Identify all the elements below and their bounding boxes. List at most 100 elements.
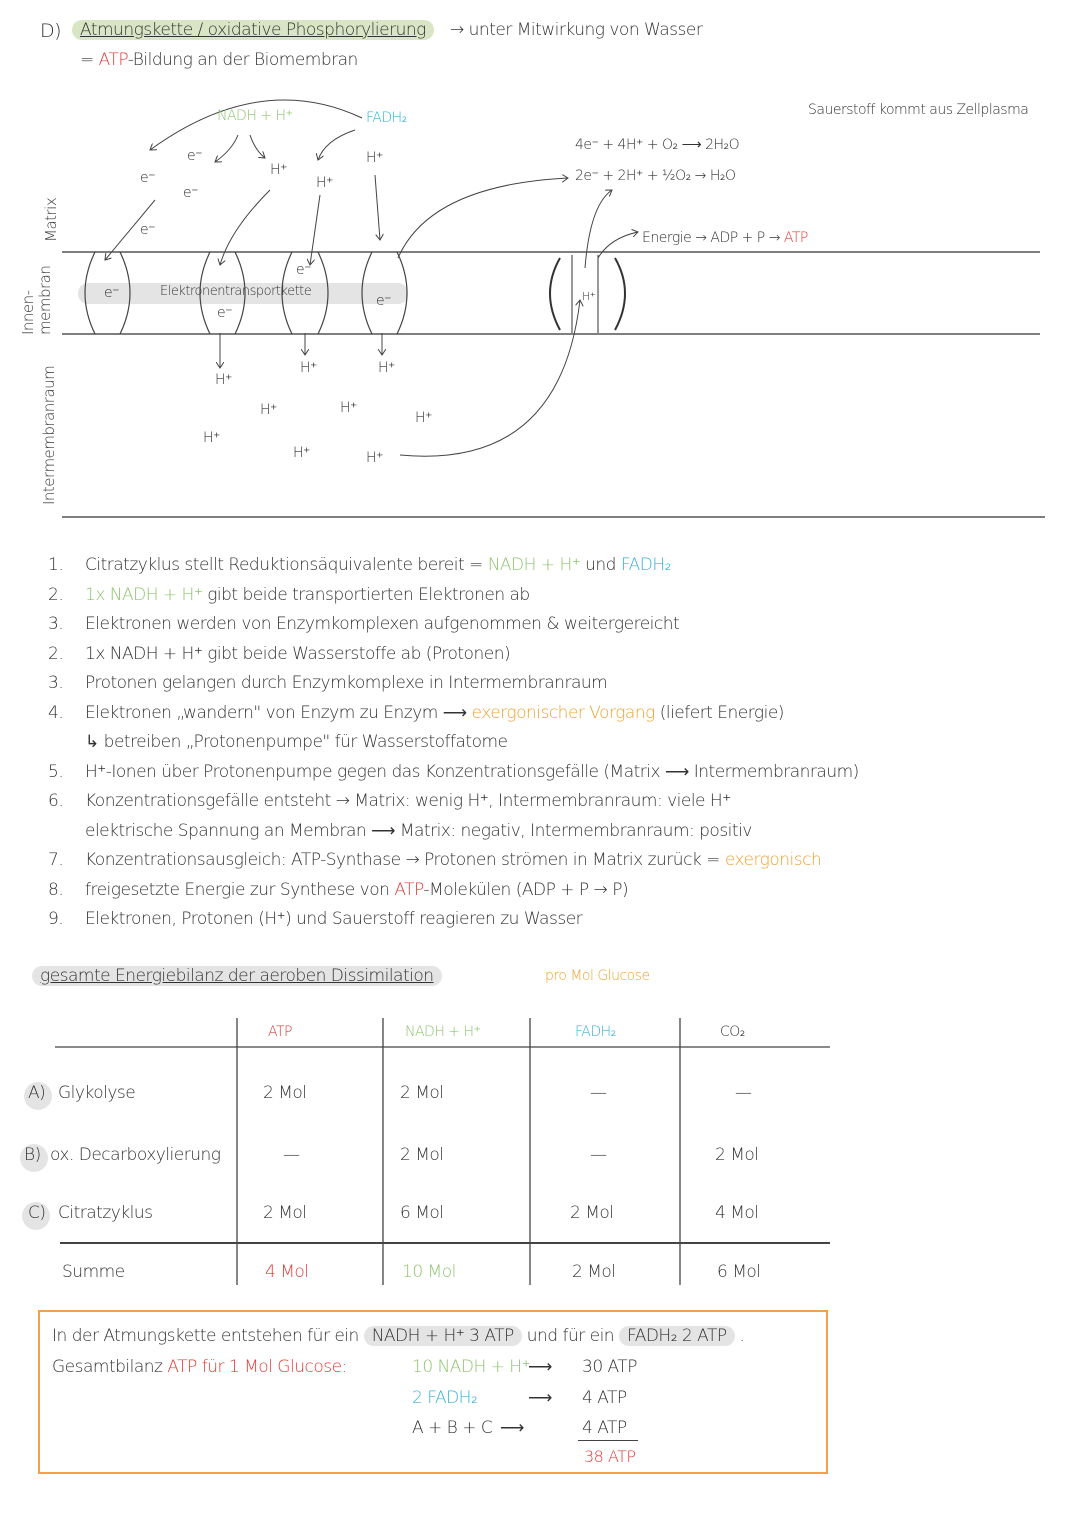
text-segment: Citratzyklus stellt Reduktionsäquivalent…	[85, 555, 488, 575]
energy-equation: Energie → ADP + P → ATP	[642, 230, 808, 246]
zone-intermembrane: Intermembranraum	[40, 365, 58, 505]
table-cell: 6 Mol	[400, 1203, 444, 1223]
text-segment: =	[80, 50, 99, 70]
step-number: 1.	[48, 555, 64, 575]
table-cell: —	[283, 1145, 300, 1165]
text-segment: und für ein	[521, 1326, 619, 1346]
sum-label: Summe	[62, 1262, 125, 1282]
text-segment: 1x NADH + H⁺	[85, 584, 203, 605]
step-text: freigesetzte Energie zur Synthese von AT…	[85, 879, 629, 900]
table-cell: 2 Mol	[400, 1145, 444, 1165]
step-text: H⁺-Ionen über Protonenpumpe gegen das Ko…	[85, 762, 859, 782]
step-number: 9.	[48, 909, 64, 929]
text-segment: exergonischer Vorgang	[471, 702, 656, 723]
text-segment: A + B + C	[412, 1418, 493, 1438]
proton-label: H⁺	[316, 175, 333, 191]
text-segment: FADH₂	[427, 1387, 478, 1408]
proton-label: H⁺	[293, 445, 310, 461]
step-text: Konzentrationsgefälle entsteht → Matrix:…	[85, 791, 731, 811]
step-number: 5.	[48, 761, 64, 782]
electron-label: e⁻	[140, 170, 156, 186]
text-segment: Gesamtbilanz	[52, 1357, 168, 1377]
section-subtitle: = ATP-Bildung an der Biomembran	[80, 50, 358, 70]
step-text: 1x NADH + H⁺ gibt beide transportierten …	[85, 585, 530, 605]
text-segment: Elektronen „wandern" von Enzym zu Enzym …	[85, 702, 472, 723]
chain-label: Elektronentransportkette	[160, 284, 312, 299]
column-header: CO₂	[720, 1024, 745, 1040]
sum-underline	[578, 1440, 638, 1441]
text-segment: Konzentrationsgefälle entsteht → Matrix:…	[85, 791, 731, 811]
electron-label: e⁻	[104, 285, 120, 301]
calc-source: A + B + C	[412, 1418, 493, 1438]
table-cell: 2 Mol	[570, 1203, 614, 1223]
calc-source: 2 FADH₂	[412, 1387, 478, 1408]
text-segment: Protonen gelangen durch Enzymkomplexe in…	[85, 673, 608, 693]
row-name: Citratzyklus	[58, 1203, 153, 1223]
text-segment: FADH₂ 2 ATP	[618, 1326, 735, 1346]
text-segment: gibt beide transportierten Elektronen ab	[202, 584, 530, 605]
text-segment: (liefert Energie)	[654, 702, 785, 723]
step-text: Elektronen „wandern" von Enzym zu Enzym …	[85, 703, 784, 723]
step-number: 2.	[48, 643, 64, 664]
step-number: 8.	[48, 879, 64, 900]
step-text: Elektronen, Protonen (H⁺) und Sauerstoff…	[85, 909, 583, 929]
step-text: Protonen gelangen durch Enzymkomplexe in…	[85, 673, 608, 693]
step-number: 3.	[48, 673, 64, 693]
summary-line-1: In der Atmungskette entstehen für ein NA…	[52, 1326, 745, 1346]
text-segment: Elektronen werden von Enzymkomplexen auf…	[85, 614, 680, 634]
step-number: 3.	[48, 614, 64, 634]
proton-label: H⁺	[415, 410, 432, 426]
diagram-lines	[62, 99, 1045, 518]
text-segment: freigesetzte Energie zur Synthese von	[85, 879, 395, 900]
electron-label: e⁻	[217, 305, 233, 321]
step-text: elektrische Spannung an Membran ⟶ Matrix…	[85, 821, 752, 841]
text-segment: ATP	[783, 230, 808, 246]
text-segment: FADH₂	[620, 555, 672, 575]
text-segment: -Molekülen (ADP + P → P)	[423, 879, 629, 900]
proton-label: H⁺	[270, 162, 287, 178]
proton-label: H⁺	[366, 450, 383, 466]
text-segment: elektrische Spannung an Membran ⟶ Matrix…	[85, 820, 752, 841]
sum-cell: 10 Mol	[402, 1262, 456, 1282]
row-label: C)	[28, 1203, 46, 1223]
row-name: Glykolyse	[58, 1083, 136, 1103]
text-segment: .	[734, 1326, 745, 1346]
step-text: ↳ betreiben „Protonenpumpe" für Wasserst…	[85, 732, 508, 752]
oxygen-note: Sauerstoff kommt aus Zellplasma	[808, 102, 1029, 118]
step-number: 4.	[48, 702, 64, 723]
text-segment: 1x NADH + H⁺ gibt beide Wasserstoffe ab …	[85, 643, 511, 664]
text-segment: Energie → ADP + P →	[642, 230, 784, 246]
proton-label: H⁺	[260, 402, 277, 418]
calc-result: 4 ATP	[582, 1387, 627, 1408]
table-cell: —	[590, 1145, 607, 1165]
text-segment: In der Atmungskette entstehen für ein	[52, 1326, 364, 1346]
atp-synthase	[549, 255, 626, 333]
step-number: 6.	[48, 791, 64, 811]
summary-line-2: Gesamtbilanz ATP für 1 Mol Glucose:	[52, 1357, 347, 1377]
text-segment: NADH + H⁺	[487, 555, 581, 575]
calc-result: 4 ATP	[582, 1418, 627, 1438]
table-cell: 4 Mol	[715, 1203, 759, 1223]
proton-label: H⁺	[340, 400, 357, 416]
table-cell: 2 Mol	[400, 1083, 444, 1103]
table-cell: 2 Mol	[263, 1203, 307, 1223]
table-cell: 2 Mol	[715, 1145, 759, 1165]
proton-label: H⁺	[215, 372, 232, 388]
text-segment: ATP für 1 Mol Glucose:	[167, 1357, 347, 1377]
proton-label: H⁺	[300, 360, 317, 376]
text-segment: ATP	[394, 879, 424, 900]
electron-label: e⁻	[187, 148, 203, 164]
section-title: Atmungskette / oxidative Phosphorylierun…	[72, 20, 434, 40]
step-number: 7.	[48, 850, 64, 870]
text-segment: ATP	[98, 50, 129, 70]
fadh-label: FADH₂	[366, 110, 407, 126]
arrow-icon: ⟶	[500, 1418, 524, 1438]
column-header: FADH₂	[575, 1024, 616, 1040]
column-header: ATP	[268, 1024, 292, 1040]
chain-highlight	[78, 283, 408, 304]
text-segment: 2	[412, 1387, 428, 1408]
electron-label: e⁻	[140, 222, 156, 238]
text-segment: Elektronen, Protonen (H⁺) und Sauerstoff…	[85, 909, 583, 929]
proton-label: H⁺	[582, 290, 596, 303]
arrow-icon: ⟶	[528, 1357, 552, 1377]
